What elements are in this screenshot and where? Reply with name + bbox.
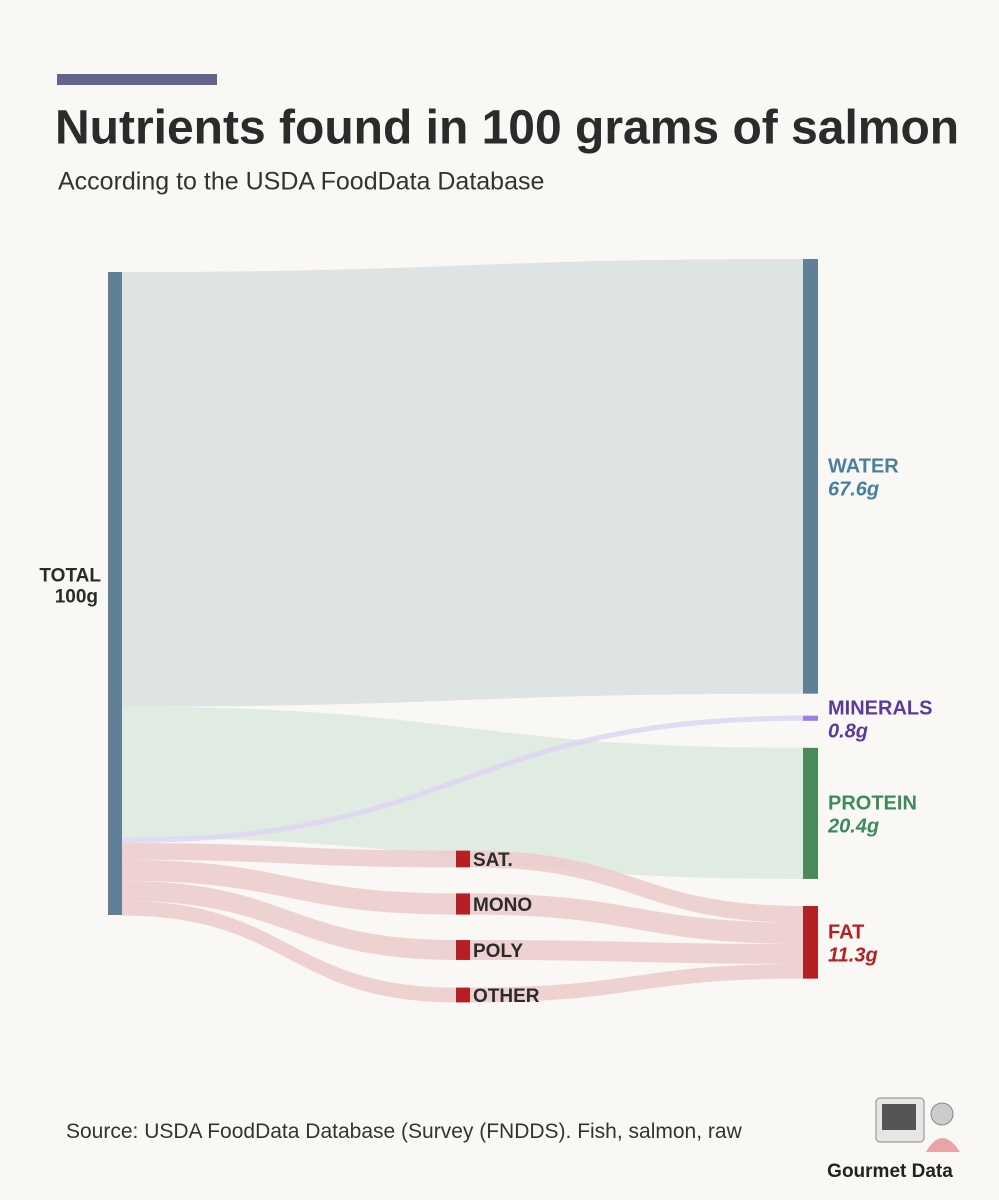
fat-sub-label: MONO <box>473 895 532 916</box>
target-node <box>803 747 818 879</box>
total-label: TOTAL <box>39 566 101 587</box>
total-value-label: 100g <box>55 587 98 608</box>
link <box>470 940 803 964</box>
link <box>122 706 803 879</box>
link <box>122 842 456 868</box>
fat-sub-node <box>456 940 470 960</box>
source-note: Source: USDA FoodData Database (Survey (… <box>66 1120 742 1143</box>
link <box>470 850 803 923</box>
link <box>122 859 456 915</box>
target-value-label: 11.3g <box>828 945 878 967</box>
link <box>122 259 803 707</box>
target-node <box>803 259 818 694</box>
link <box>122 880 456 960</box>
target-label: WATER <box>828 456 899 478</box>
target-value-label: 20.4g <box>827 816 879 838</box>
fat-sub-node <box>456 893 470 915</box>
link <box>470 893 803 944</box>
fat-sub-label: OTHER <box>473 986 540 1007</box>
link <box>122 900 456 1003</box>
target-value-label: 0.8g <box>828 721 868 743</box>
target-value-label: 67.6g <box>828 479 879 501</box>
fat-sub-node <box>456 850 470 868</box>
target-label: FAT <box>828 922 864 944</box>
link <box>122 715 803 843</box>
target-label: PROTEIN <box>828 793 917 815</box>
chart-title: Nutrients found in 100 grams of salmon <box>55 102 959 155</box>
link <box>470 963 803 1003</box>
target-node <box>803 905 818 979</box>
fat-sub-node <box>456 987 470 1003</box>
fat-sub-label: POLY <box>473 941 523 962</box>
fat-sub-label: SAT. <box>473 850 513 871</box>
target-label: MINERALS <box>828 698 932 720</box>
credit: Gourmet Data <box>827 1161 953 1182</box>
total-node <box>108 272 122 915</box>
target-node <box>803 715 818 721</box>
accent-bar <box>57 74 217 85</box>
links <box>122 259 803 1003</box>
chart-subtitle: According to the USDA FoodData Database <box>58 168 544 196</box>
credit-icon <box>875 1097 960 1152</box>
